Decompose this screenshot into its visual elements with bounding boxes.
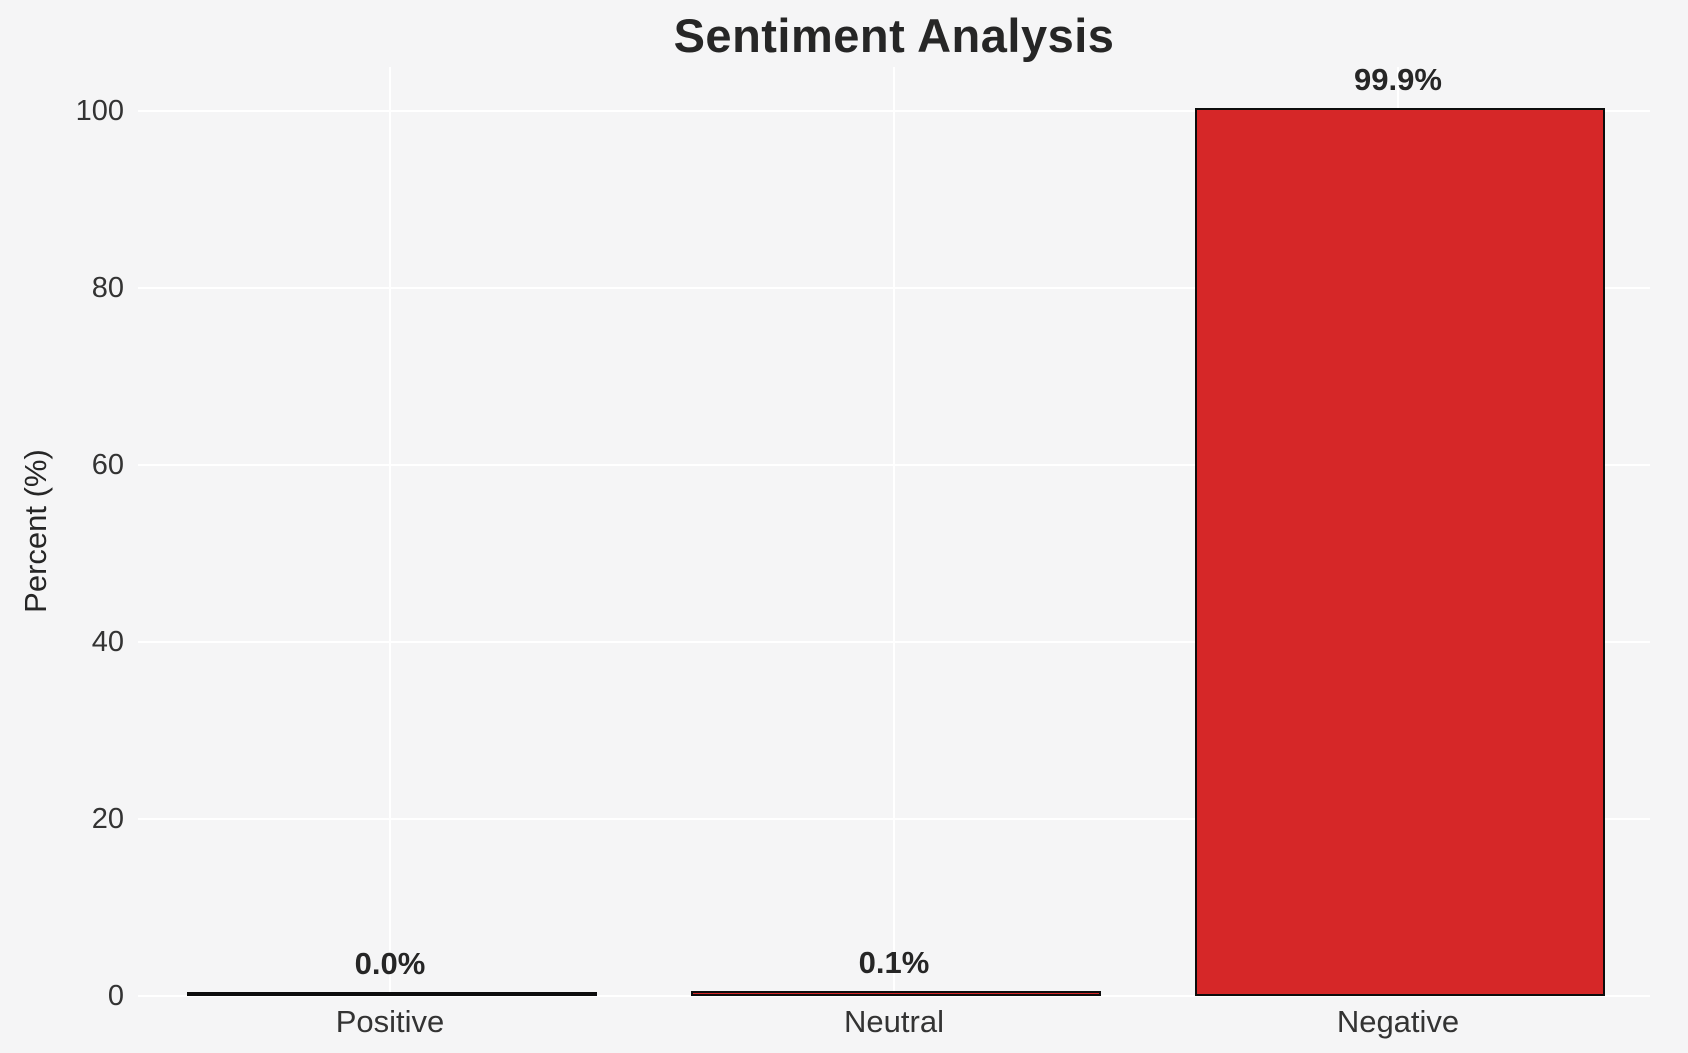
y-tick-60: 60	[91, 449, 124, 482]
y-tick-20: 20	[91, 803, 124, 836]
value-label-neutral: 0.1%	[858, 945, 930, 981]
y-tick-0: 0	[107, 980, 124, 1012]
bar-positive	[187, 992, 597, 996]
bar-negative	[1195, 108, 1605, 996]
x-tick-neutral: Neutral	[844, 1004, 944, 1039]
h-gridline-0	[138, 995, 1650, 997]
value-label-positive: 0.0%	[354, 946, 426, 981]
chart-title: Sentiment Analysis	[673, 9, 1115, 62]
y-tick-80: 80	[91, 272, 124, 305]
y-tick-40: 40	[91, 626, 124, 659]
bar-neutral	[691, 991, 1101, 996]
value-label-negative: 99.9%	[1354, 62, 1442, 98]
x-tick-negative: Negative	[1336, 1004, 1460, 1039]
y-tick-100: 100	[75, 95, 124, 128]
x-tick-positive: Positive	[335, 1004, 445, 1039]
v-gridline-positive	[389, 67, 391, 996]
plot-area: 0.0% 0.1% 99.9%	[138, 62, 1650, 997]
v-gridline-neutral	[893, 67, 895, 996]
